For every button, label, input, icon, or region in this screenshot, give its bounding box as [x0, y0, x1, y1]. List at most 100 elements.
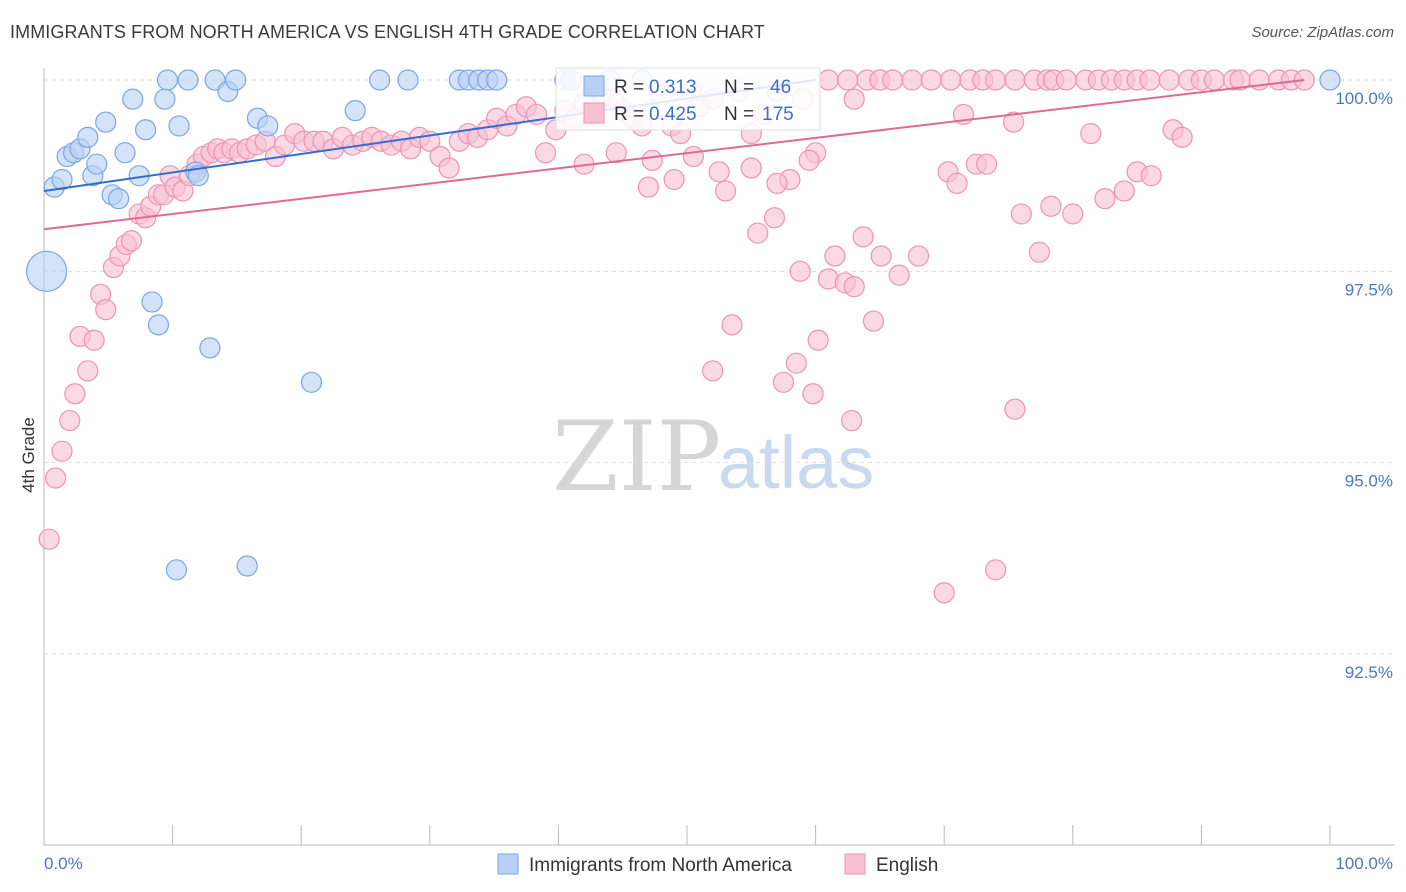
english-point — [882, 69, 904, 91]
english-point — [1140, 165, 1162, 187]
english-point — [59, 409, 81, 432]
english-point — [702, 360, 724, 382]
x-tick-label: 100.0% — [1335, 854, 1393, 873]
series-legend-label-pink: English — [876, 855, 938, 876]
north-america-point — [236, 555, 258, 577]
north-america-point — [77, 126, 99, 148]
y-tick-label: 97.5% — [1345, 280, 1393, 299]
english-point — [1004, 398, 1026, 420]
english-point — [870, 245, 892, 267]
english-point — [77, 360, 99, 382]
english-point — [807, 329, 829, 351]
north-america-point — [225, 69, 247, 91]
north-america-point — [344, 100, 366, 122]
north-america-point — [177, 69, 199, 91]
series-legend-swatch-pink — [844, 853, 866, 875]
legend-r-label-2: R = — [614, 104, 644, 125]
english-point — [1010, 203, 1032, 225]
english-point — [888, 264, 910, 286]
english-point — [51, 440, 73, 462]
english-point — [714, 180, 737, 202]
english-point — [1113, 180, 1135, 202]
english-point — [637, 176, 660, 198]
english-point — [907, 245, 930, 267]
english-point — [44, 467, 67, 489]
english-point — [1139, 69, 1161, 91]
north-america-point — [86, 153, 108, 175]
english-point — [1171, 126, 1193, 148]
english-points — [38, 69, 1315, 604]
watermark-zip: ZIP — [552, 401, 721, 513]
english-point — [120, 230, 143, 252]
north-america-point — [486, 69, 508, 91]
english-point — [824, 245, 846, 267]
english-point — [817, 69, 840, 91]
north-america-point — [397, 69, 419, 91]
english-point — [64, 383, 86, 405]
english-point — [708, 161, 730, 183]
legend-n-value-1: 46 — [770, 77, 791, 98]
series-legend-label-blue: Immigrants from North America — [529, 855, 792, 876]
english-point — [946, 172, 968, 194]
north-america-point — [95, 111, 117, 133]
english-point — [841, 409, 863, 432]
x-tick-labels: 0.0% 100.0% — [44, 854, 1393, 873]
english-point — [438, 157, 460, 179]
english-point — [641, 149, 663, 171]
english-point — [940, 69, 962, 91]
english-point — [901, 69, 923, 91]
north-america-point — [51, 168, 73, 191]
english-point — [843, 276, 865, 298]
north-america-point — [134, 119, 157, 141]
north-america-point — [168, 115, 190, 137]
english-point — [1094, 188, 1116, 210]
english-point — [1028, 241, 1050, 263]
english-point — [1040, 195, 1062, 217]
legend-swatch-blue — [583, 75, 605, 97]
english-point — [789, 260, 811, 282]
series-legend-swatch-blue — [497, 853, 519, 875]
english-point — [534, 142, 557, 164]
chart-title: IMMIGRANTS FROM NORTH AMERICA VS ENGLISH… — [10, 22, 765, 42]
axes — [43, 68, 1395, 846]
north-america-point — [154, 88, 176, 110]
legend-n-label-1: N = — [724, 77, 754, 98]
source-label: Source: ZipAtlas.com — [1251, 24, 1394, 41]
english-point — [837, 69, 859, 91]
english-point — [721, 314, 743, 336]
english-point — [985, 559, 1007, 581]
watermark: ZIP atlas — [552, 401, 874, 513]
english-point — [95, 299, 117, 321]
north-america-point — [147, 314, 170, 336]
series-legend: Immigrants from North America English — [497, 853, 938, 876]
correlation-legend: R = 0.313 N = 46 R = 0.425 N = 175 — [555, 67, 821, 131]
legend-r-label-1: R = — [614, 77, 644, 98]
x-tick-label: 0.0% — [44, 854, 83, 873]
english-point — [1062, 203, 1084, 225]
english-point — [1004, 69, 1026, 91]
english-point — [785, 352, 807, 374]
north-america-point — [25, 250, 68, 292]
north-america-point — [187, 165, 209, 187]
english-point — [1203, 69, 1225, 91]
north-america-point — [114, 142, 136, 164]
english-point — [933, 582, 955, 604]
north-america-point — [199, 337, 221, 359]
legend-r-value-1: 0.313 — [649, 77, 697, 98]
y-tick-label: 92.5% — [1345, 663, 1393, 682]
english-point — [772, 371, 795, 393]
north-america-points — [25, 69, 1341, 581]
legend-swatch-pink — [583, 102, 605, 124]
english-point — [862, 310, 885, 332]
y-axis-title: 4th Grade — [19, 417, 38, 493]
english-point — [605, 142, 627, 164]
english-point — [843, 88, 865, 110]
legend-n-value-2: 175 — [762, 104, 794, 125]
english-point — [83, 329, 105, 351]
english-point — [1158, 69, 1180, 91]
english-point — [740, 157, 762, 179]
english-trend-line — [43, 79, 1305, 231]
english-point — [852, 226, 874, 248]
english-point — [682, 145, 705, 168]
legend-r-value-2: 0.425 — [649, 104, 697, 125]
